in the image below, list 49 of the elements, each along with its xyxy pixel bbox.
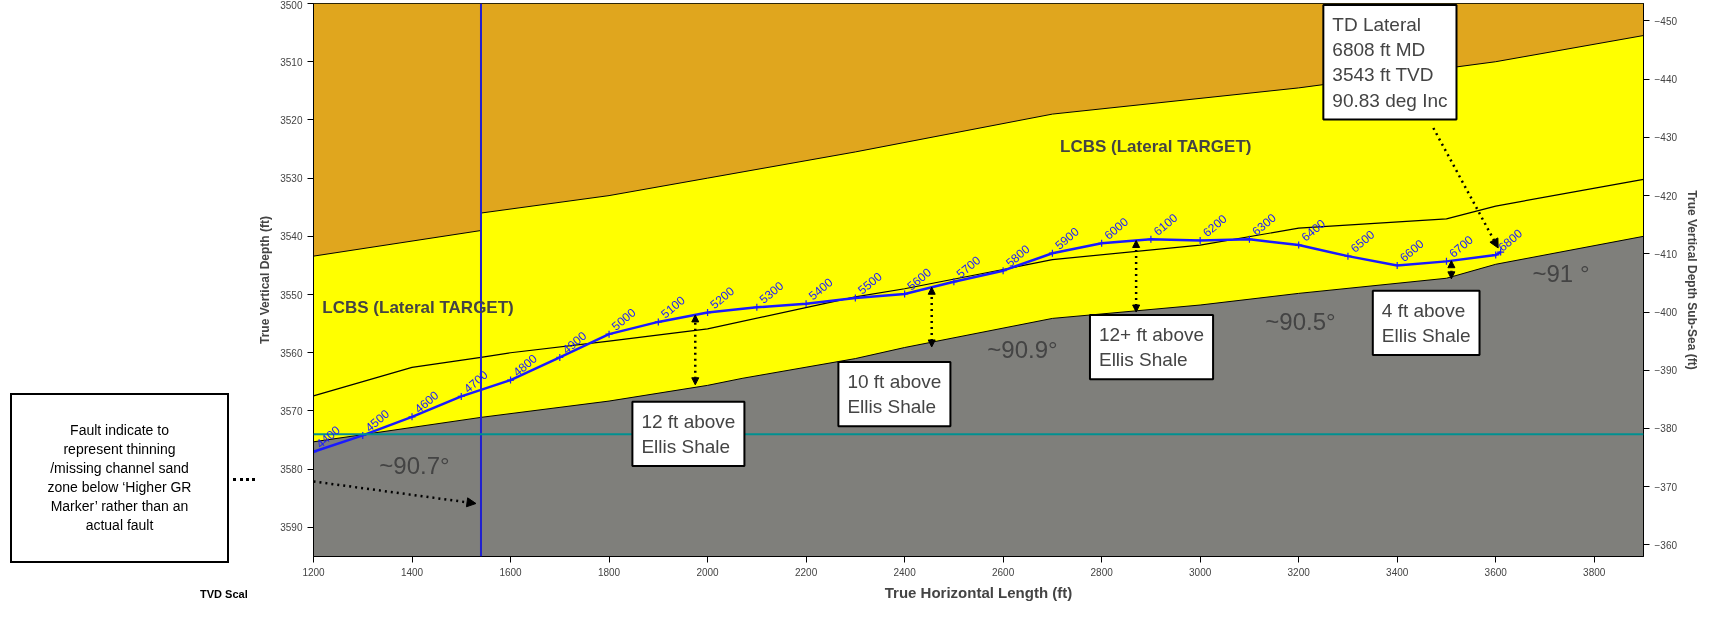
- annotation: ~90.9°: [987, 336, 1058, 363]
- y-tick-label: 3500: [280, 0, 303, 11]
- x-tick-label: 1200: [302, 566, 326, 578]
- x-tick-label: 3400: [1386, 566, 1409, 578]
- y2-tick-label: −360: [1654, 539, 1678, 551]
- x-tick-label: 3800: [1583, 566, 1606, 578]
- y2-tick-label: −430: [1654, 132, 1678, 144]
- text: Fault indicate to represent thinning /missing channel sand zone below ‘Higher GR Marker’ rather than an actual fault: [10, 393, 229, 563]
- x-tick-label: 3200: [1287, 566, 1311, 578]
- y2-tick-label: −380: [1654, 423, 1678, 435]
- annotation: 12+ ft above Ellis Shale: [1098, 324, 1205, 371]
- x-tick-label: 3000: [1189, 566, 1212, 578]
- y-tick-label: 3530: [280, 173, 303, 185]
- text: TVD Scal: [200, 588, 248, 600]
- y2-tick-label: −450: [1654, 15, 1678, 27]
- annotation: 10 ft above Ellis Shale: [847, 370, 942, 418]
- x-tick-label: 2400: [893, 566, 917, 578]
- annotation: ~90.7°: [379, 452, 450, 479]
- annotation: ~91 °: [1532, 260, 1590, 287]
- x-tick-label: 2800: [1090, 566, 1114, 578]
- y-tick-label: 3560: [280, 347, 303, 359]
- annotation: 4 ft above Ellis Shale: [1381, 299, 1471, 347]
- annotation: TD Lateral 6808 ft MD 3543 ft TVD 90.83 deg Inc: [1332, 13, 1448, 111]
- y2-tick-label: −370: [1654, 481, 1678, 493]
- x-tick-label: 3600: [1484, 566, 1508, 578]
- y-axis-title: True Vertical Depth (ft): [258, 215, 273, 345]
- y-tick-label: 3540: [280, 231, 303, 243]
- y2-tick-label: −440: [1654, 74, 1678, 86]
- y2-tick-label: −420: [1654, 190, 1678, 202]
- annotation: ~90.5°: [1265, 308, 1336, 335]
- y2-tick-label: −410: [1654, 248, 1678, 260]
- y-tick-label: 3520: [280, 114, 303, 126]
- x-tick-label: 2600: [992, 566, 1015, 578]
- x-tick-label: 1400: [400, 566, 424, 578]
- y2-tick-label: −400: [1654, 307, 1678, 319]
- y2-axis-title: True Vertical Depth Sub-Sea (ft): [1685, 190, 1700, 370]
- y-tick-label: 3570: [280, 405, 303, 417]
- annotation: 12 ft above Ellis Shale: [641, 410, 736, 457]
- annotation: LCBS (Lateral TARGET): [1060, 137, 1252, 156]
- x-tick-label: 2000: [696, 566, 720, 578]
- y-tick-label: 3580: [280, 464, 303, 476]
- x-tick-label: 1800: [597, 566, 621, 578]
- x-tick-label: 1600: [499, 566, 523, 578]
- x-axis-title: True Horizontal Length (ft): [884, 583, 1073, 601]
- y-tick-label: 3550: [280, 289, 303, 301]
- y-tick-label: 3510: [280, 56, 303, 68]
- y-tick-label: 3590: [280, 522, 303, 534]
- y2-tick-label: −390: [1654, 365, 1678, 377]
- x-tick-label: 2200: [794, 566, 818, 578]
